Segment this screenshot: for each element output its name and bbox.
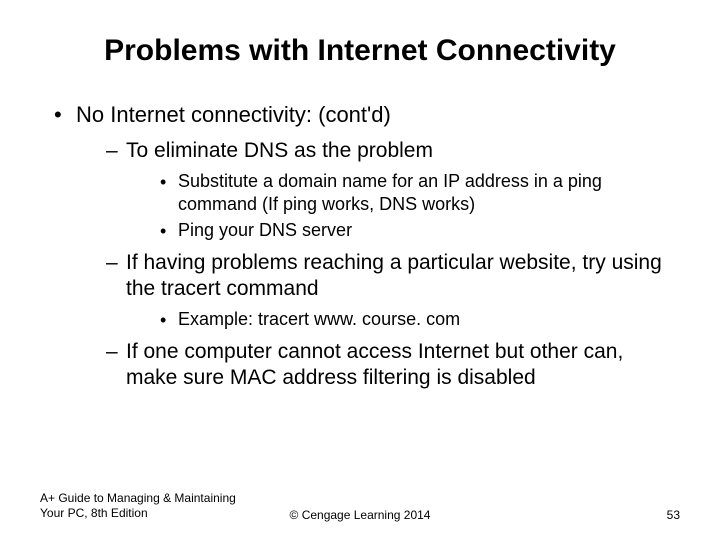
bullet-list-lvl2: To eliminate DNS as the problem Substitu… [76, 138, 680, 391]
bullet-text: To eliminate DNS as the problem [126, 139, 433, 162]
bullet-lvl2: If having problems reaching a particular… [106, 250, 680, 331]
slide-title: Problems with Internet Connectivity [40, 34, 680, 68]
bullet-text: Substitute a domain name for an IP addre… [178, 171, 602, 214]
bullet-lvl3: Example: tracert www. course. com [160, 308, 680, 331]
bullet-list: No Internet connectivity: (cont'd) To el… [40, 102, 680, 391]
bullet-lvl2: To eliminate DNS as the problem Substitu… [106, 138, 680, 242]
bullet-text: Ping your DNS server [178, 220, 352, 240]
bullet-lvl1: No Internet connectivity: (cont'd) To el… [54, 102, 680, 391]
bullet-list-lvl3: Substitute a domain name for an IP addre… [126, 170, 680, 242]
footer-left: A+ Guide to Managing & Maintaining Your … [40, 491, 260, 522]
bullet-lvl3: Substitute a domain name for an IP addre… [160, 170, 680, 215]
bullet-lvl2: If one computer cannot access Internet b… [106, 339, 680, 392]
bullet-lvl3: Ping your DNS server [160, 219, 680, 242]
page-number: 53 [667, 508, 680, 522]
bullet-list-lvl3: Example: tracert www. course. com [126, 308, 680, 331]
bullet-text: If one computer cannot access Internet b… [126, 340, 623, 389]
footer-copyright: © Cengage Learning 2014 [290, 508, 431, 522]
bullet-text: No Internet connectivity: (cont'd) [76, 102, 391, 127]
bullet-text: If having problems reaching a particular… [126, 251, 662, 300]
footer: A+ Guide to Managing & Maintaining Your … [40, 491, 680, 522]
slide: Problems with Internet Connectivity No I… [0, 0, 720, 540]
bullet-text: Example: tracert www. course. com [178, 309, 460, 329]
